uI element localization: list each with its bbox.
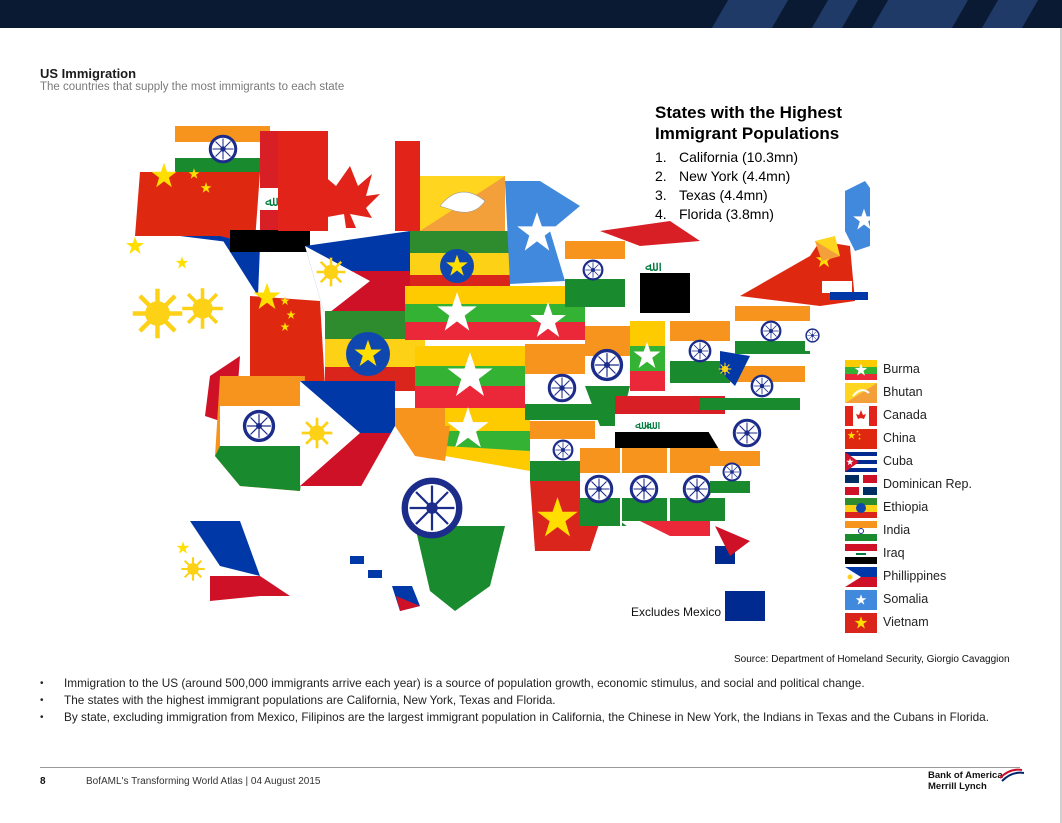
- page-title: US Immigration: [40, 66, 137, 81]
- legend-item-philippines: Phillippines: [845, 567, 1005, 587]
- list-item: Immigration to the US (around 500,000 im…: [40, 675, 1040, 692]
- iraq-flag-icon: [845, 544, 877, 564]
- canada-flag-icon: [845, 406, 877, 426]
- ethiopia-flag-icon: [845, 498, 877, 518]
- list-item: The states with the highest immigrant po…: [40, 692, 1040, 709]
- legend-item-cuba: Cuba: [845, 452, 1005, 472]
- state-arkansas: [530, 421, 595, 481]
- state-utah: [250, 282, 325, 386]
- state-minnesota: [505, 181, 580, 284]
- source-note: Source: Department of Homeland Security,…: [734, 654, 1010, 665]
- state-north-dakota: [420, 176, 505, 231]
- state-florida: [620, 521, 765, 626]
- state-indiana: [630, 321, 665, 391]
- list-item: 3. Texas (4.4mn): [655, 187, 768, 203]
- state-kansas: [415, 346, 525, 408]
- highest-populations-box: States with the Highest Immigrant Popula…: [655, 102, 885, 224]
- state-louisiana: [530, 481, 600, 551]
- china-flag-icon: [845, 429, 877, 449]
- state-wisconsin: [565, 241, 625, 307]
- page-number: 8: [40, 776, 46, 787]
- philippines-flag-icon: [845, 567, 877, 587]
- legend-item-india: India: [845, 521, 1005, 541]
- list-item: 1. California (10.3mn): [655, 149, 799, 165]
- state-wyoming: [305, 231, 410, 316]
- list-item: By state, excluding immigration from Mex…: [40, 709, 1040, 726]
- list-item: 2. New York (4.4mn): [655, 168, 791, 184]
- vietnam-flag-icon: [845, 613, 877, 633]
- legend-item-iraq: Iraq: [845, 544, 1005, 564]
- top-banner: [0, 0, 1062, 28]
- logo-line1: Bank of America: [928, 770, 1003, 781]
- highest-populations-title: States with the Highest Immigrant Popula…: [655, 102, 885, 144]
- state-virginia: [700, 366, 805, 410]
- burma-flag-icon: [845, 360, 877, 380]
- legend-item-dominican: Dominican Rep.: [845, 475, 1005, 495]
- footer-divider: [40, 767, 1020, 768]
- cuba-flag-icon: [845, 452, 877, 472]
- state-nebraska: [405, 286, 515, 340]
- list-item: 4. Florida (3.8mn): [655, 206, 774, 222]
- legend-item-ethiopia: Ethiopia: [845, 498, 1005, 518]
- highest-title-line2: Immigrant Populations: [655, 124, 840, 143]
- state-new-jersey: [805, 321, 820, 351]
- state-alaska: [170, 521, 290, 621]
- state-maine: [845, 181, 870, 251]
- highest-populations-list: 1. California (10.3mn) 2. New York (4.4mn)…: [655, 148, 885, 224]
- state-montana: [278, 131, 420, 231]
- state-ohio: [670, 321, 730, 383]
- somalia-flag-icon: [845, 590, 877, 610]
- state-hawaii: [350, 556, 420, 611]
- state-washington: [175, 126, 270, 172]
- flag-logo-icon: [999, 768, 1024, 782]
- bank-logo: Bank of America Merrill Lynch: [928, 768, 1028, 794]
- india-flag-icon: [845, 521, 877, 541]
- page-subtitle: The countries that supply the most immig…: [40, 81, 345, 93]
- state-oklahoma: [395, 407, 530, 471]
- legend-item-china: China: [845, 429, 1005, 449]
- logo-line2: Merrill Lynch: [928, 781, 987, 792]
- bullet-list: Immigration to the US (around 500,000 im…: [40, 675, 1040, 726]
- state-vermont: [815, 236, 840, 261]
- bhutan-flag-icon: [845, 383, 877, 403]
- dominican-flag-icon: [845, 475, 877, 495]
- state-michigan: ﷲ: [600, 221, 700, 313]
- legend-item-burma: Burma: [845, 360, 1005, 380]
- footer-text: BofAML's Transforming World Atlas | 04 A…: [86, 776, 321, 787]
- state-oregon: [135, 162, 260, 241]
- state-arizona: [215, 376, 305, 491]
- map-note: Excludes Mexico: [631, 605, 722, 619]
- us-flag-map: ﷲ: [125, 126, 870, 626]
- state-south-carolina: [710, 451, 760, 493]
- legend-item-bhutan: Bhutan: [845, 383, 1005, 403]
- state-pennsylvania: [735, 306, 810, 354]
- state-west-virginia: [718, 351, 750, 386]
- legend-item-vietnam: Vietnam: [845, 613, 1005, 633]
- legend-item-canada: Canada: [845, 406, 1005, 426]
- state-alabama: [622, 448, 667, 526]
- state-texas: [350, 426, 530, 611]
- state-south-dakota: [410, 231, 510, 287]
- state-massachusetts: [822, 281, 868, 300]
- state-north-carolina: [705, 416, 810, 451]
- state-mississippi: [580, 448, 620, 526]
- highest-title-line1: States with the Highest: [655, 103, 843, 122]
- legend-item-somalia: Somalia: [845, 590, 1005, 610]
